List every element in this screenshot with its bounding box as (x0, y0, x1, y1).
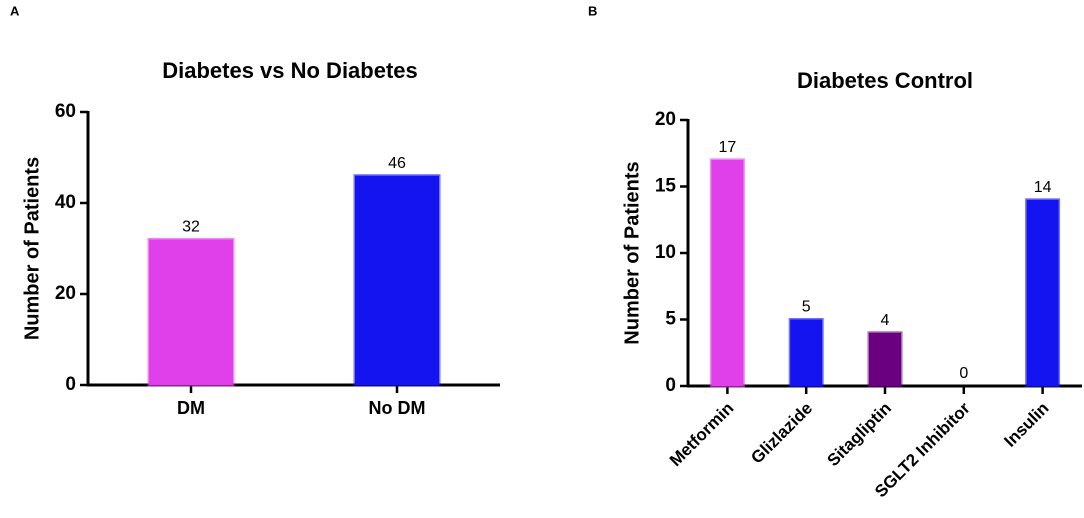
chart-title: Diabetes vs No Diabetes (162, 58, 418, 83)
x-tick-label: Insulin (1000, 399, 1052, 451)
bar (147, 237, 235, 387)
y-tick-label: 60 (55, 101, 76, 122)
value-label: 32 (182, 219, 200, 236)
x-tick-label: Glizlazide (747, 399, 816, 468)
bar (788, 318, 824, 388)
bar (709, 158, 745, 388)
bar (1025, 198, 1061, 388)
y-tick-label: 0 (65, 374, 76, 395)
x-tick-label: DM (177, 398, 205, 418)
y-tick-label: 15 (655, 176, 677, 197)
x-tick-label: Metformin (666, 399, 738, 471)
y-tick-label: 10 (655, 242, 676, 263)
value-label: 5 (802, 299, 811, 316)
bar (867, 331, 903, 388)
y-tick-label: 40 (55, 192, 76, 213)
value-label: 17 (719, 139, 737, 156)
y-tick-label: 5 (665, 309, 676, 330)
bar (353, 174, 441, 387)
y-tick-label: 0 (665, 375, 676, 396)
y-tick-label: 20 (655, 109, 676, 130)
value-label: 0 (959, 365, 968, 382)
panel-label: A (10, 3, 20, 18)
y-axis-label: Number of Patients (21, 157, 43, 340)
panel-label: B (588, 3, 597, 18)
value-label: 4 (881, 312, 890, 329)
y-tick-label: 20 (55, 283, 76, 304)
x-tick-label: Sitagliptin (823, 399, 895, 471)
value-label: 46 (388, 155, 406, 172)
y-axis-label: Number of Patients (621, 161, 643, 344)
value-label: 14 (1034, 179, 1052, 196)
chart-title: Diabetes Control (797, 68, 973, 93)
x-tick-label: No DM (369, 398, 426, 418)
